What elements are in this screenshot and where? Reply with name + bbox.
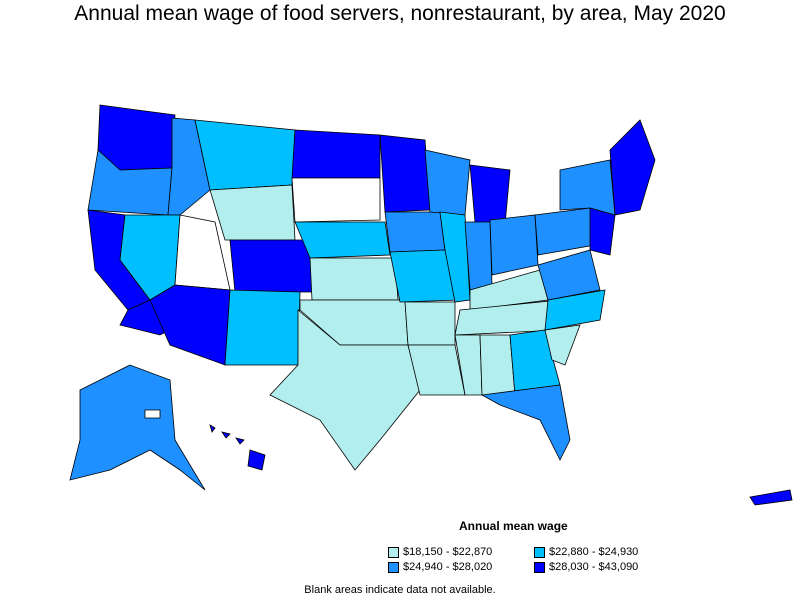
region-florida (480, 384, 571, 461)
region-arizona (149, 284, 231, 366)
legend-swatch (388, 546, 399, 558)
region-hawaii (209, 424, 266, 471)
region-maryland-nj (589, 207, 616, 256)
region-new-york (559, 159, 616, 216)
region-indiana (464, 221, 493, 291)
region-alabama (479, 334, 516, 396)
legend-swatch (534, 546, 545, 558)
region-new-england (609, 119, 656, 216)
region-colorado (229, 239, 313, 293)
region-north-carolina (544, 289, 606, 331)
region-minnesota (379, 134, 431, 213)
region-wisconsin (424, 149, 471, 216)
legend-swatch (388, 561, 399, 573)
region-new-mexico (224, 289, 301, 366)
blank-areas-note: Blank areas indicate data not available. (304, 584, 496, 596)
region-illinois (439, 211, 471, 303)
region-alaska (69, 364, 206, 491)
region-alaska-blank (144, 409, 161, 419)
region-michigan (469, 164, 511, 226)
legend-item-tier3: $24,940 - $28,020 (388, 561, 492, 573)
legend-title: Annual mean wage (459, 519, 568, 533)
legend-item-tier4: $28,030 - $43,090 (534, 561, 638, 573)
region-north-dakota (291, 129, 381, 179)
legend-item-tier1: $18,150 - $22,870 (388, 546, 492, 558)
region-pennsylvania (534, 207, 596, 256)
region-south-dakota (291, 177, 381, 223)
region-montana (194, 119, 296, 191)
region-texas (269, 309, 421, 471)
legend-swatch (534, 561, 545, 573)
region-arkansas (404, 301, 456, 346)
region-puerto-rico (749, 489, 793, 506)
region-iowa (384, 211, 446, 253)
legend-label: $24,940 - $28,020 (403, 561, 493, 573)
legend-label: $18,150 - $22,870 (403, 546, 493, 558)
region-virginia (537, 249, 601, 301)
legend-label: $28,030 - $43,090 (549, 561, 639, 573)
region-south-carolina (544, 324, 581, 366)
legend-label: $22,880 - $24,930 (549, 546, 639, 558)
map-title: Annual mean wage of food servers, nonres… (74, 2, 726, 25)
region-kansas (309, 257, 399, 301)
region-wyoming (209, 184, 296, 241)
legend-item-tier2: $22,880 - $24,930 (534, 546, 638, 558)
region-ohio (489, 214, 539, 276)
region-nebraska (294, 221, 391, 259)
